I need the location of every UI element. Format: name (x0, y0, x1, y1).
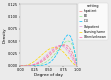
Line: Inpatient: Inpatient (20, 45, 77, 66)
Line: Nursing home: Nursing home (20, 48, 77, 66)
Line: ICU: ICU (20, 35, 77, 66)
Inpatient (54, 50, 55, 51)
ICU (20, 65, 21, 66)
Other/unknown (20, 65, 21, 66)
Legend: Inpatient, ED, ICU, Outpatient, Nursing home, Other/unknown: Inpatient, ED, ICU, Outpatient, Nursing … (78, 3, 108, 40)
ICU (75, 60, 77, 61)
ICU (66, 35, 68, 36)
ICU (68, 34, 69, 35)
Nursing home (77, 65, 78, 66)
ICU (47, 63, 48, 64)
Outpatient (20, 65, 21, 66)
Nursing home (54, 47, 55, 48)
Line: Outpatient: Outpatient (20, 45, 77, 66)
Outpatient (77, 65, 78, 66)
ED (51, 57, 52, 58)
Outpatient (67, 50, 68, 51)
ICU (47, 63, 49, 64)
Y-axis label: Density: Density (3, 27, 7, 43)
Other/unknown (47, 55, 48, 56)
Nursing home (51, 48, 52, 49)
ED (66, 41, 68, 42)
Inpatient (47, 57, 49, 58)
Inpatient (47, 57, 48, 58)
X-axis label: Degree of day: Degree of day (34, 73, 63, 77)
Inpatient (77, 65, 78, 66)
ICU (77, 65, 78, 66)
Outpatient (54, 47, 55, 48)
ED (67, 41, 69, 42)
Nursing home (67, 56, 68, 57)
Line: Other/unknown: Other/unknown (20, 45, 77, 66)
Other/unknown (47, 55, 49, 56)
Nursing home (54, 47, 55, 48)
ED (75, 58, 77, 59)
Outpatient (51, 50, 52, 51)
Inpatient (20, 65, 21, 66)
ED (47, 60, 49, 61)
Outpatient (47, 53, 49, 54)
ICU (54, 57, 55, 58)
Other/unknown (75, 64, 77, 65)
Other/unknown (61, 45, 62, 46)
ED (47, 61, 48, 62)
Outpatient (75, 64, 77, 65)
Inpatient (64, 44, 65, 45)
ED (54, 54, 55, 55)
Inpatient (67, 45, 68, 46)
ICU (51, 61, 52, 62)
ED (77, 65, 78, 66)
Outpatient (59, 45, 60, 46)
Nursing home (47, 50, 48, 51)
Nursing home (20, 65, 21, 66)
Other/unknown (77, 65, 78, 66)
Inpatient (75, 62, 77, 63)
Other/unknown (54, 49, 55, 50)
ED (20, 65, 21, 66)
Line: ED: ED (20, 41, 77, 66)
Nursing home (75, 65, 77, 66)
Nursing home (47, 49, 49, 50)
